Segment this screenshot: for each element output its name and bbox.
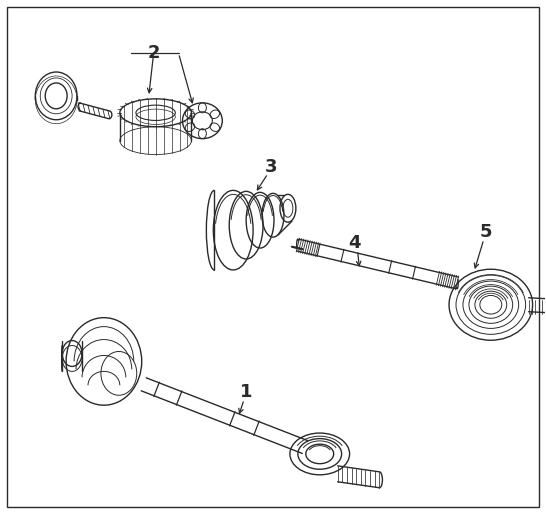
Ellipse shape bbox=[456, 275, 526, 334]
Ellipse shape bbox=[475, 291, 507, 318]
Text: 4: 4 bbox=[348, 234, 361, 252]
Ellipse shape bbox=[480, 296, 502, 314]
Ellipse shape bbox=[463, 281, 519, 328]
Ellipse shape bbox=[469, 286, 513, 323]
Text: 1: 1 bbox=[240, 383, 252, 401]
Text: 3: 3 bbox=[265, 158, 277, 176]
Text: 5: 5 bbox=[479, 223, 492, 241]
Text: 2: 2 bbox=[147, 44, 160, 62]
